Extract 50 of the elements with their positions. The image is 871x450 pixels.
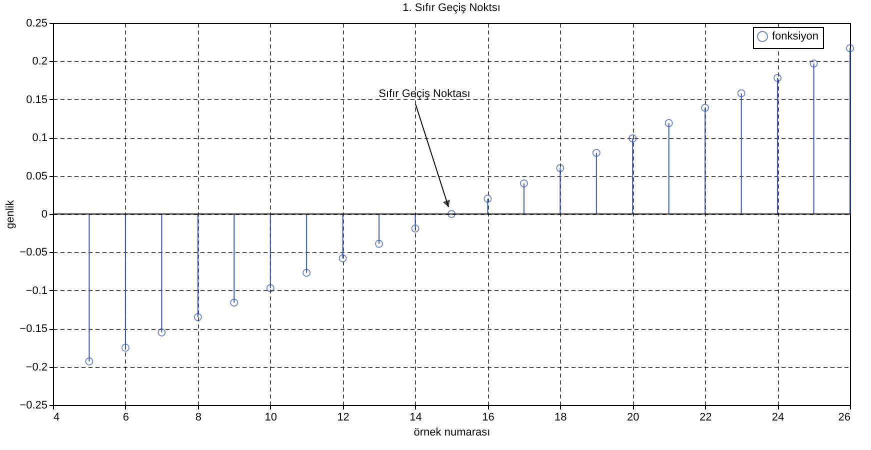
y-axis-title: genlik — [4, 200, 17, 229]
point — [230, 298, 238, 307]
point — [810, 59, 818, 68]
x-axis-title: örnek numarası — [414, 426, 490, 438]
x-tick-label: 10 — [264, 412, 277, 424]
x-tick-label: 24 — [772, 412, 784, 424]
point — [375, 240, 384, 248]
x-tick-label: 14 — [410, 412, 422, 424]
y-tick-label: 0.1 — [32, 132, 48, 144]
x-tick-label: 8 — [195, 412, 202, 424]
x-tick-label: 12 — [337, 412, 350, 424]
point — [737, 89, 746, 98]
legend-label: fonksiyon — [772, 30, 818, 42]
y-tick-label: −0.25 — [20, 400, 48, 412]
point — [520, 179, 528, 188]
chart-title: 1. Sıfır Geçiş Noktsı — [402, 2, 500, 14]
point — [484, 194, 492, 203]
y-tick-label: −0.2 — [26, 361, 48, 374]
y-tick-label: 0.25 — [26, 18, 48, 30]
point — [846, 44, 854, 52]
point — [266, 284, 274, 292]
point — [121, 344, 130, 352]
point — [701, 104, 710, 112]
point — [447, 210, 456, 218]
x-tick-label: 4 — [54, 412, 60, 424]
point — [774, 74, 782, 82]
y-tick-label: −0.15 — [20, 323, 48, 336]
y-tick-label: −0.1 — [26, 284, 48, 297]
point — [411, 224, 420, 233]
y-tick-label: 0.05 — [26, 170, 48, 182]
y-tick-label: −0.05 — [20, 246, 48, 259]
point — [85, 357, 94, 366]
y-tick-label: 0.15 — [26, 94, 48, 106]
x-tick-label: 26 — [838, 412, 850, 424]
y-tick-label: 0.2 — [32, 56, 48, 68]
x-tick-label: 22 — [699, 412, 712, 424]
y-tick-label: 0 — [41, 208, 48, 220]
x-tick-label: 6 — [122, 412, 130, 424]
point — [338, 254, 347, 262]
point — [664, 119, 673, 128]
point — [628, 134, 637, 142]
x-tick-label: 16 — [482, 412, 494, 424]
x-tick-label: 18 — [554, 412, 567, 424]
point — [194, 313, 202, 322]
x-tick-label: 20 — [627, 412, 640, 424]
point — [556, 164, 564, 172]
point — [302, 268, 311, 277]
annotation: Sıfır Geçiş Noktası — [378, 88, 470, 100]
point — [592, 148, 600, 157]
point — [158, 328, 166, 336]
